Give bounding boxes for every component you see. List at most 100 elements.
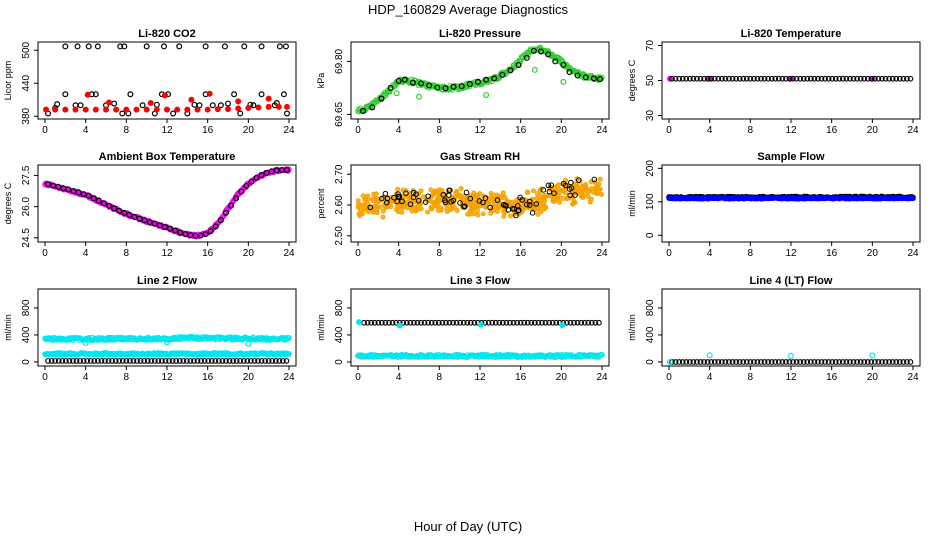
panel-co2: Li-820 CO2 Licor ppm 0 4 8 12 16 20 24 380 440 500 (3, 28, 297, 136)
data-point (147, 100, 154, 107)
data-point (255, 358, 261, 364)
data-point (575, 177, 582, 184)
data-point (719, 359, 725, 365)
data-point (836, 75, 843, 82)
data-point (62, 91, 69, 98)
data-point (564, 319, 570, 326)
data-point (184, 106, 191, 113)
data-point (467, 195, 474, 202)
data-point (411, 319, 417, 326)
data-point (701, 359, 707, 365)
data-point (715, 75, 722, 82)
data-point (84, 91, 91, 98)
data-point (113, 106, 120, 113)
data-point (733, 359, 739, 365)
data-point (482, 195, 489, 201)
data-point (123, 358, 130, 364)
data-point (280, 358, 286, 364)
panel-ambient_temp: Ambient Box Temperature degrees C 0 4 8 12 16 2… (3, 151, 297, 259)
x-tick-label: 16 (202, 372, 214, 383)
data-point (879, 359, 885, 365)
data-point (425, 319, 432, 326)
data-point (500, 190, 506, 196)
data-point (222, 209, 229, 216)
x-tick-label: 16 (515, 125, 527, 136)
data-point (804, 359, 811, 365)
y-tick-label: 26.0 (21, 196, 32, 216)
data-point (543, 204, 549, 210)
data-point (80, 358, 87, 364)
data-point (450, 197, 457, 204)
data-point (202, 231, 209, 238)
data-point (591, 189, 597, 195)
x-tick-label: 20 (867, 248, 879, 259)
data-point (407, 201, 414, 207)
data-point (173, 358, 179, 364)
data-point (686, 359, 693, 365)
data-point (478, 321, 485, 328)
data-point (201, 358, 208, 364)
data-point (790, 75, 796, 82)
data-point (119, 110, 126, 117)
data-point (797, 75, 804, 82)
data-point (754, 359, 761, 365)
data-point (62, 43, 69, 50)
data-point (526, 202, 533, 208)
data-point (592, 319, 599, 326)
data-point (722, 75, 729, 82)
y-tick-label: 100 (645, 193, 656, 210)
data-point (567, 319, 574, 326)
data-point (117, 43, 124, 50)
x-tick-label: 8 (124, 125, 130, 136)
series-layer (42, 166, 292, 240)
x-tick-label: 8 (748, 372, 754, 383)
data-point (599, 192, 605, 198)
data-point (269, 358, 276, 364)
y-tick-label: 800 (334, 299, 345, 316)
data-point (439, 319, 446, 326)
data-point (367, 204, 374, 211)
data-point (552, 58, 559, 65)
data-point (460, 319, 467, 326)
data-point (272, 358, 279, 364)
data-point (245, 340, 252, 347)
data-point (151, 358, 158, 364)
data-point (395, 186, 401, 192)
data-point (197, 232, 204, 239)
data-point (183, 358, 190, 364)
data-point (378, 95, 385, 102)
data-point (524, 201, 530, 208)
data-point (537, 48, 544, 55)
series-layer (355, 44, 605, 115)
data-point (786, 75, 793, 82)
data-point (415, 206, 421, 212)
y-tick-label: 800 (21, 299, 32, 316)
data-point (389, 319, 396, 326)
series-layer (42, 333, 292, 364)
data-point (180, 358, 187, 364)
panel-title: Ambient Box Temperature (99, 151, 236, 163)
data-point (847, 75, 853, 82)
data-point (578, 319, 585, 326)
data-point (542, 319, 549, 326)
y-tick-label: 70 (645, 40, 656, 52)
data-point (790, 359, 796, 365)
data-point (94, 43, 101, 50)
data-point (587, 199, 593, 205)
data-point (793, 359, 800, 365)
data-point (194, 106, 201, 113)
data-point (446, 319, 453, 326)
panel-title: Line 2 Flow (137, 275, 197, 287)
panel-title: Sample Flow (757, 151, 825, 163)
data-point (238, 188, 245, 195)
data-point (174, 106, 181, 113)
data-point (85, 43, 92, 50)
data-point (729, 359, 736, 365)
data-point (116, 358, 123, 364)
data-point (510, 319, 517, 326)
data-point (459, 196, 465, 202)
data-point (832, 359, 839, 365)
data-point (45, 181, 52, 188)
data-point (783, 75, 789, 82)
data-point (743, 75, 750, 82)
